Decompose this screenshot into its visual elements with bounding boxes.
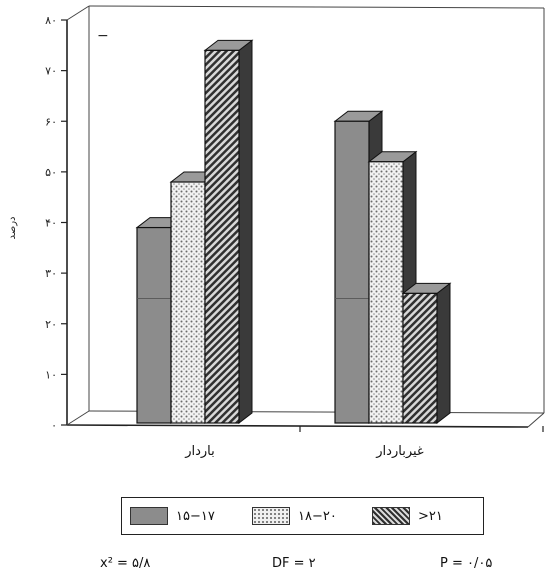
y-tick-label: ۰ [51, 419, 57, 432]
bar-front-face [402, 292, 438, 424]
bar-front-face [334, 120, 370, 424]
bar-side-face [436, 282, 451, 425]
legend-label: ۱۸−۲۰ [298, 508, 337, 524]
legend-item-21-plus: >۲۱ [372, 506, 443, 526]
legend-label: ۱۵−۱۷ [176, 508, 215, 524]
category-label: باردار [184, 444, 215, 459]
wall-top-edge [66, 5, 90, 21]
bar-2-3 [401, 282, 452, 425]
bar-front-face [204, 49, 240, 424]
y-tick-label: ۷۰ [45, 65, 57, 78]
category-label: غیرباردار [375, 444, 424, 459]
y-tick-label: ۶۰ [45, 115, 57, 128]
bar-1-3 [203, 39, 254, 425]
df-stat: DF = ۲ [272, 556, 316, 571]
y-tick-label: ۱۰ [45, 368, 57, 381]
bar-front-face [136, 226, 172, 424]
bar-2-2 [367, 150, 418, 425]
y-tick-label: ۴۰ [45, 217, 57, 230]
floor-left-edge [66, 410, 90, 426]
y-tick-label: ۸۰ [45, 14, 57, 27]
legend-swatch-dots [252, 507, 290, 525]
annotation-dash: − [97, 28, 109, 44]
y-tick-label: ۲۰ [45, 318, 57, 331]
legend-item-18-20: ۱۸−۲۰ [252, 506, 337, 526]
floor-right-edge [527, 412, 545, 428]
y-axis-label: درصد [7, 216, 18, 239]
x-axis [66, 424, 529, 428]
legend-swatch-diagonal [372, 507, 410, 525]
y-tick-label: ۳۰ [45, 267, 57, 280]
legend-swatch-solid [130, 507, 168, 525]
category-labels: باردار غیرباردار [184, 444, 424, 459]
chi-square-stat: x² = ۵/۸ [100, 556, 151, 571]
y-tick-label: ۵۰ [45, 166, 57, 179]
legend-label: >۲۱ [418, 508, 443, 524]
bar-side-face [238, 39, 253, 425]
bar-front-face [368, 161, 404, 424]
bars [135, 39, 452, 425]
bar-front-face [170, 181, 206, 424]
back-wall-top [88, 5, 545, 9]
legend-item-15-17: ۱۵−۱۷ [130, 506, 215, 526]
legend: ۱۵−۱۷ ۱۸−۲۰ >۲۱ [121, 497, 484, 535]
bar-chart: ۰ ۱۰ ۲۰ ۳۰ ۴۰ ۵۰ ۶۰ ۷۰ ۸۰ باردار غیرباردار درصد − [7, 5, 545, 459]
p-value-stat: P = ۰/۰۵ [440, 556, 493, 571]
y-tick-labels: ۰ ۱۰ ۲۰ ۳۰ ۴۰ ۵۰ ۶۰ ۷۰ ۸۰ [45, 14, 67, 432]
